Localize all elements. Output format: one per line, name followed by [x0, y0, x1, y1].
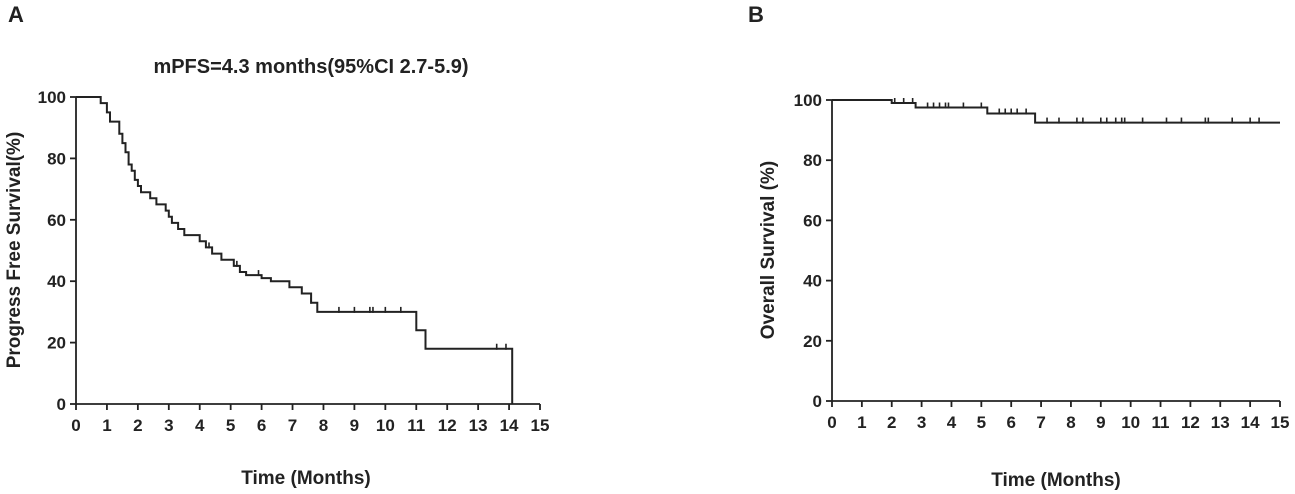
panel-b-x-tick-label: 0: [827, 413, 836, 432]
panel-b-y-tick-label: 40: [803, 272, 822, 291]
panel-a-y-tick-label: 20: [47, 334, 66, 353]
panel-a-survival-curve: [76, 96, 514, 404]
panel-a-x-tick-label: 12: [438, 416, 457, 435]
panel-b-survival-curve: [832, 99, 1280, 124]
panel-a-x-tick-label: 0: [71, 416, 80, 435]
panel-b-y-tick-label: 0: [813, 392, 822, 411]
panel-a-x-axis-title: Time (Months): [241, 468, 370, 489]
panel-b-x-tick-label: 2: [887, 413, 896, 432]
panel-b-x-tick-label: 5: [977, 413, 986, 432]
panel-b-x-axis-title: Time (Months): [991, 470, 1120, 491]
panel-b-x-tick-label: 10: [1121, 413, 1140, 432]
panel-b-label: B: [748, 2, 764, 27]
panel-b-x-tick-label: 1: [857, 413, 866, 432]
panel-a-x-tick-label: 1: [102, 416, 111, 435]
panel-a-y-tick-label: 40: [47, 272, 66, 291]
panel-b-y-tick-label: 100: [794, 91, 822, 110]
panel-a-y-axis-title: Progress Free Survival(%): [4, 132, 25, 369]
panel-a-x-tick-label: 2: [133, 416, 142, 435]
panel-a-x-tick-label: 10: [376, 416, 395, 435]
panel-b-x-tick-label: 12: [1181, 413, 1200, 432]
panel-a-x-tick-label: 8: [319, 416, 328, 435]
panel-b-x-tick-label: 11: [1152, 413, 1170, 432]
panel-b-y-axis-title: Overall Survival (%): [758, 161, 779, 339]
panel-b-y-tick-label: 20: [803, 332, 822, 351]
panel-b-y-tick-label: 60: [803, 211, 822, 230]
panel-b-y-tick-label: 80: [803, 151, 822, 170]
panel-a-y-tick-label: 60: [47, 211, 66, 230]
panel-b-x-tick-label: 14: [1241, 413, 1260, 432]
panel-a-label: A: [8, 2, 24, 27]
panel-b-x-tick-label: 15: [1271, 413, 1290, 432]
panel-b-x-tick-label: 7: [1036, 413, 1045, 432]
panel-a-y-tick-label: 0: [57, 395, 66, 414]
panel-a-x-tick-label: 14: [500, 416, 519, 435]
panel-b-x-tick-label: 9: [1096, 413, 1105, 432]
panel-b-x-tick-label: 4: [947, 413, 957, 432]
panel-a-title: mPFS=4.3 months(95%CI 2.7-5.9): [153, 56, 468, 78]
panel-a-x-tick-label: 6: [257, 416, 266, 435]
panel-a-x-tick-label: 11: [407, 416, 425, 435]
panel-a-x-tick-label: 7: [288, 416, 297, 435]
panel-a-x-tick-label: 4: [195, 416, 205, 435]
panel-a-y-tick-label: 80: [47, 149, 66, 168]
panel-b-x-tick-label: 8: [1066, 413, 1075, 432]
panel-b-x-tick-label: 6: [1006, 413, 1015, 432]
panel-a-x-tick-label: 5: [226, 416, 235, 435]
panel-b: B0 1 2 3 4 5 6 7 8 9 10 11 12 13 14 15020406080100Time …: [748, 2, 1289, 491]
panel-a-x-tick-label: 13: [469, 416, 488, 435]
panel-a-x-tick-label: 9: [350, 416, 359, 435]
panel-b-x-tick-label: 13: [1211, 413, 1230, 432]
panel-a-x-tick-label: 15: [531, 416, 550, 435]
panel-b-x-tick-label: 3: [917, 413, 926, 432]
panel-a-y-tick-label: 100: [38, 88, 66, 107]
panel-a-x-tick-label: 3: [164, 416, 173, 435]
